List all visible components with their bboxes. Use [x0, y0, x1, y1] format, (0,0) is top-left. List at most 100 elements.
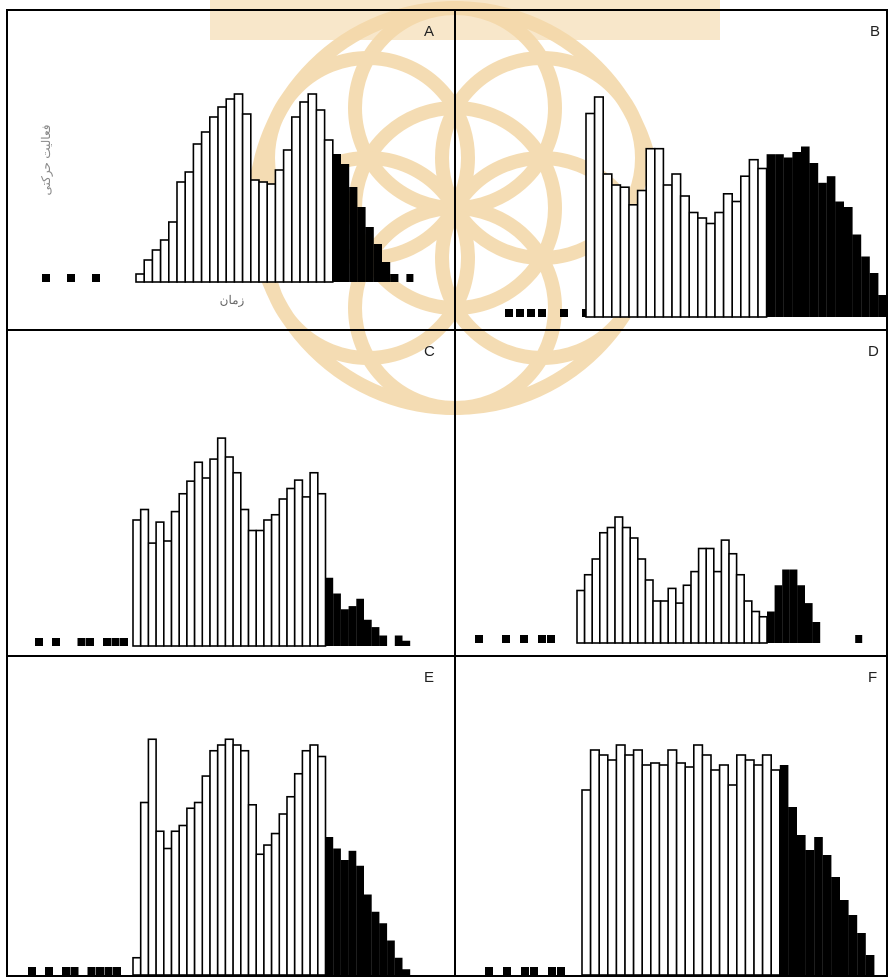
open-bar: [619, 186, 630, 318]
panel-label: C: [424, 343, 435, 360]
open-bar: [712, 570, 723, 644]
open-bar: [301, 496, 311, 647]
open-bar: [316, 755, 327, 976]
closed-bar: [840, 900, 849, 975]
open-bar: [628, 204, 639, 318]
rest-block: [103, 638, 111, 646]
closed-bar: [869, 273, 879, 317]
open-bar: [224, 456, 234, 647]
open-bar: [675, 762, 686, 976]
rest-block: [548, 967, 556, 975]
closed-bar: [852, 234, 862, 317]
open-bar: [583, 573, 593, 644]
rest-block: [538, 635, 546, 643]
open-bar: [176, 181, 186, 283]
rest-block: [52, 638, 60, 646]
open-bar: [576, 589, 586, 644]
open-bar: [761, 754, 772, 976]
open-bar: [135, 273, 145, 283]
rest-block: [28, 967, 36, 975]
open-bar: [615, 744, 626, 976]
open-bar: [278, 813, 288, 976]
closed-bar: [826, 176, 836, 317]
open-bar: [263, 519, 273, 647]
open-bar: [748, 158, 759, 318]
open-bar: [192, 143, 203, 283]
open-bar: [139, 508, 150, 647]
open-bar: [753, 764, 764, 976]
open-bar: [293, 479, 304, 647]
open-bar: [662, 184, 673, 318]
y-axis-label: فعالیت حرکتی: [39, 125, 53, 196]
closed-bar: [835, 201, 844, 317]
rest-block: [70, 967, 79, 975]
open-bar: [659, 600, 669, 644]
open-bar: [598, 531, 609, 644]
closed-bar: [844, 207, 853, 317]
open-bar: [315, 109, 326, 283]
open-bar: [688, 211, 699, 318]
closed-bar: [857, 933, 866, 975]
rest-block: [520, 635, 528, 643]
closed-bar: [779, 765, 789, 975]
open-bar: [201, 775, 211, 976]
closed-bar: [805, 603, 813, 643]
rest-block: [120, 638, 128, 646]
open-bar: [735, 754, 747, 976]
panel-f: [485, 744, 875, 976]
open-bar: [217, 106, 227, 283]
open-bar: [606, 759, 618, 976]
open-bar: [684, 766, 695, 976]
rest-block: [538, 309, 546, 317]
open-bar: [728, 552, 738, 644]
figure-frame: [6, 9, 888, 977]
rest-block: [45, 967, 53, 975]
closed-bar: [831, 877, 840, 975]
closed-bar: [878, 295, 887, 317]
closed-bar: [340, 609, 349, 646]
open-bar: [263, 844, 273, 976]
open-bar: [168, 221, 178, 283]
rest-block: [35, 638, 43, 646]
closed-bar: [325, 577, 334, 646]
closed-bar: [357, 207, 366, 282]
open-bar: [240, 749, 250, 976]
open-bar: [155, 830, 165, 976]
open-bar: [178, 492, 188, 647]
closed-bar: [382, 262, 391, 282]
open-bar: [757, 167, 768, 318]
closed-bar: [332, 154, 341, 282]
open-bar: [641, 764, 652, 976]
closed-bar: [809, 163, 819, 317]
panel-label: A: [424, 23, 434, 40]
open-bar: [696, 217, 708, 318]
open-bar: [585, 112, 596, 318]
open-bar: [163, 540, 173, 647]
closed-bar: [348, 606, 357, 646]
open-bar: [309, 471, 319, 647]
open-bar: [718, 764, 729, 976]
open-bar: [163, 847, 173, 976]
open-bar: [209, 458, 219, 647]
open-bar: [744, 759, 755, 976]
open-bar: [610, 184, 622, 318]
rest-block: [505, 309, 513, 317]
panel-b: [505, 96, 887, 318]
open-bar: [735, 573, 745, 644]
open-bar: [151, 249, 162, 283]
rest-block: [475, 635, 483, 643]
rest-block: [855, 635, 863, 643]
open-bar: [186, 807, 196, 976]
open-bar: [241, 113, 252, 283]
open-bar: [258, 181, 268, 283]
open-bar: [692, 744, 704, 976]
closed-bar: [783, 157, 793, 317]
open-bar: [209, 116, 219, 283]
closed-bar: [390, 274, 399, 282]
open-bar: [727, 784, 738, 976]
closed-bar: [766, 154, 776, 317]
open-bar: [255, 853, 265, 976]
open-bar: [758, 615, 768, 644]
open-bar: [132, 519, 142, 647]
open-bar: [697, 547, 707, 644]
